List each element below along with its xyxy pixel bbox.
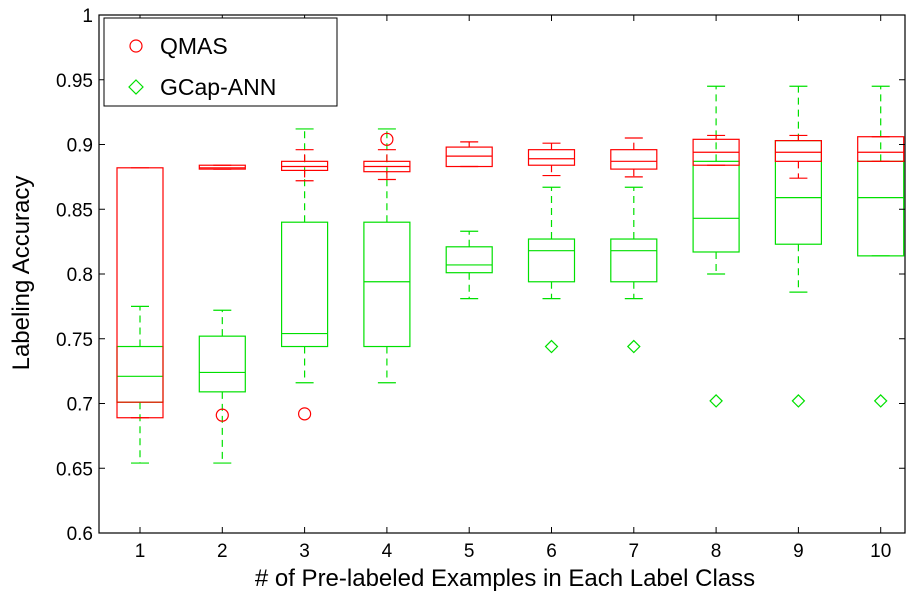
marks-layer (116, 85, 905, 464)
box-body (281, 160, 329, 172)
box-gcap-ann (857, 85, 905, 408)
box-body (527, 238, 576, 283)
box-body (198, 335, 246, 393)
y-tick-label: 0.65 (56, 459, 93, 480)
box-body (363, 221, 411, 348)
x-tick-label: 5 (464, 541, 475, 562)
box-qmas (281, 149, 329, 421)
outlier-circle (215, 408, 229, 422)
box-qmas (527, 142, 576, 177)
box-body (527, 149, 576, 166)
outlier-diamond (873, 394, 888, 408)
box-gcap-ann (445, 230, 493, 300)
box-qmas (363, 132, 411, 181)
x-tick-label: 4 (382, 541, 393, 562)
box-gcap-ann (527, 186, 576, 354)
box-gcap-ann (281, 128, 329, 384)
outlier-circle (380, 132, 394, 146)
legend: QMAS GCap-ANN (103, 17, 338, 107)
x-tick-label: 6 (546, 541, 557, 562)
x-tick-label: 8 (711, 541, 722, 562)
box-qmas (198, 164, 246, 422)
outlier-diamond (544, 339, 559, 354)
x-tick-label: 7 (629, 541, 640, 562)
y-tick-label: 0.85 (56, 200, 93, 221)
box-gcap-ann (610, 186, 658, 354)
y-tick-label: 0.75 (56, 330, 93, 351)
box-gcap-ann (774, 85, 823, 408)
box-body (116, 167, 164, 419)
x-tick-label: 10 (870, 541, 891, 562)
box-body (198, 164, 246, 170)
outlier-circle (298, 407, 312, 421)
y-tick-label: 0.95 (56, 71, 93, 92)
box-body (610, 149, 658, 170)
box-gcap-ann (692, 85, 740, 408)
box-body (774, 140, 823, 162)
box-gcap-ann (198, 309, 246, 464)
legend-gcap-ann-label: GCap-ANN (160, 74, 276, 100)
box-qmas (774, 134, 823, 179)
y-tick-label: 0.6 (67, 524, 93, 545)
box-qmas (857, 136, 905, 162)
box-gcap-ann (363, 128, 411, 384)
box-body (610, 238, 658, 283)
box-gcap-ann (116, 305, 164, 464)
box-body (281, 221, 329, 348)
y-tick-label: 0.7 (67, 395, 93, 416)
box-body (857, 160, 905, 257)
box-body (774, 140, 823, 245)
box-qmas (445, 141, 493, 168)
axes-layer: 0.6 0.65 0.7 0.75 0.8 0.85 0.9 0.95 1 1 2 3 4 5 6 7 8 9 10 (56, 6, 905, 562)
y-axis-title: Labeling Accuracy (8, 176, 35, 371)
x-tick-label: 1 (135, 541, 146, 562)
box-body (116, 345, 164, 403)
box-body (445, 146, 493, 168)
legend-qmas-label: QMAS (160, 33, 228, 59)
legend-qmas-circle-icon (129, 39, 143, 53)
outlier-diamond (709, 394, 723, 408)
y-tick-label: 1 (82, 6, 93, 27)
box-body (692, 160, 740, 253)
x-tick-label: 2 (217, 541, 228, 562)
outlier-diamond (626, 339, 641, 354)
x-tick-label: 3 (299, 541, 310, 562)
x-tick-label: 9 (793, 541, 804, 562)
outlier-diamond (791, 394, 806, 408)
legend-gcap-ann-diamond-icon (128, 79, 144, 95)
box-qmas (610, 137, 658, 178)
y-tick-label: 0.8 (67, 265, 93, 286)
box-body (445, 246, 493, 274)
legend-box (103, 17, 338, 107)
box-qmas (116, 167, 164, 419)
box-body (857, 136, 905, 162)
box-qmas (692, 134, 740, 166)
y-tick-label: 0.9 (67, 136, 93, 157)
x-axis-title: # of Pre-labeled Examples in Each Label … (255, 565, 755, 592)
